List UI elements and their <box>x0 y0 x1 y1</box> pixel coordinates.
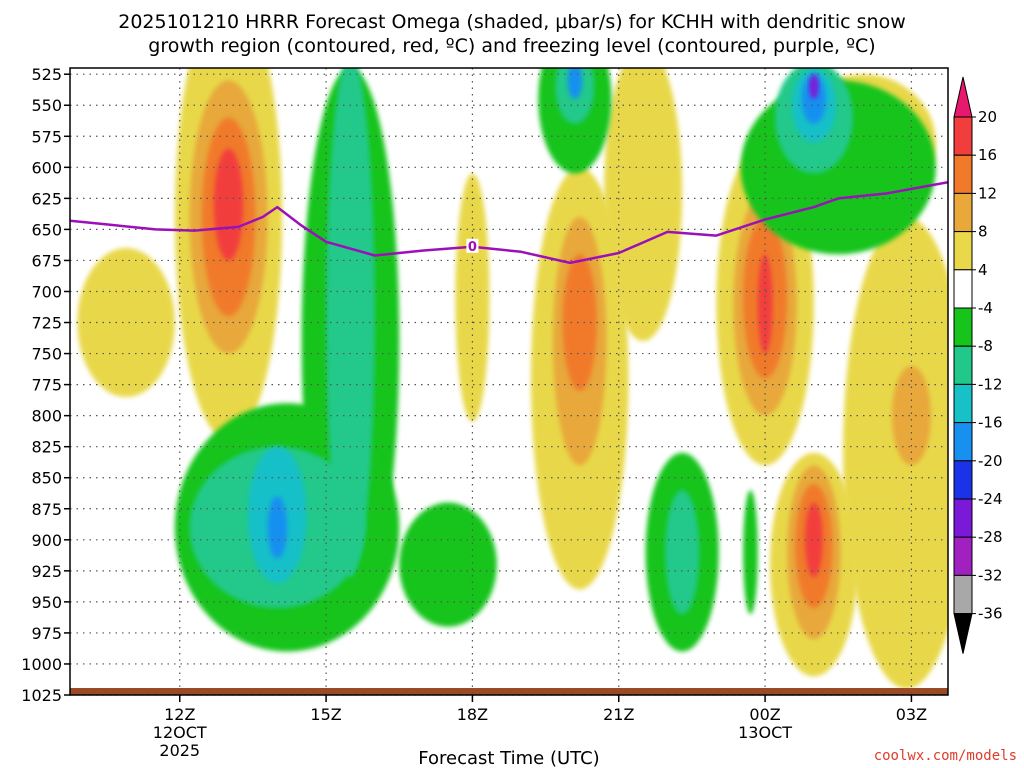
x-tick-label-24: 00Z <box>749 705 780 724</box>
omega-region-27 <box>399 502 497 627</box>
freezing-level-layer: 0 <box>70 180 948 265</box>
y-tick-label-700: 700 <box>31 282 62 301</box>
y-tick-label-825: 825 <box>31 438 62 457</box>
omega-region-15 <box>891 365 931 466</box>
colorbar-segment-5 <box>953 307 973 347</box>
omega-region-26 <box>267 496 288 559</box>
colorbar-segment-2 <box>953 192 973 233</box>
omega-region-19 <box>805 502 823 578</box>
omega-region-8 <box>562 254 597 391</box>
omega-region-38 <box>808 74 819 100</box>
y-tick-label-525: 525 <box>31 65 62 84</box>
colorbar-segment-9 <box>953 460 973 500</box>
colorbar-label-5: -4 <box>978 299 993 317</box>
omega-region-30 <box>567 68 583 100</box>
y-tick-label-550: 550 <box>31 96 62 115</box>
y-tick-label-1000: 1000 <box>21 655 62 674</box>
omega-region-4 <box>213 148 244 261</box>
y-tick-label-775: 775 <box>31 376 62 395</box>
omega-region-9 <box>604 68 683 342</box>
x-tick-label-15: 15Z <box>310 705 341 724</box>
chart-title-line1: 2025101210 HRRR Forecast Omega (shaded, … <box>118 11 906 33</box>
ground-strip <box>70 688 948 695</box>
colorbar-label-0: 20 <box>978 108 997 126</box>
y-tick-label-925: 925 <box>31 562 62 581</box>
y-tick-label-600: 600 <box>31 158 62 177</box>
colorbar-label-9: -20 <box>978 452 1003 470</box>
y-tick-label-850: 850 <box>31 469 62 488</box>
x-tick-label-27: 03Z <box>896 705 927 724</box>
x-axis-title: Forecast Time (UTC) <box>418 748 599 768</box>
colorbar-bottom-arrow <box>953 613 973 654</box>
colorbar-label-8: -16 <box>978 414 1003 432</box>
x-tick-label-21: 21Z <box>603 705 634 724</box>
freezing-level-label: 0 <box>468 240 477 255</box>
y-tick-label-575: 575 <box>31 127 62 146</box>
colorbar-segment-1 <box>953 154 973 194</box>
omega-shading <box>77 68 948 689</box>
colorbar: 20 16 12 8 4 -4 -8 -12 -16 -20 -24 -28 -32 -36 <box>953 76 1003 654</box>
x-tick-year-12: 2025 <box>159 741 200 760</box>
freezing-level-line <box>70 180 948 265</box>
colorbar-label-10: -24 <box>978 490 1003 508</box>
colorbar-segment-0 <box>953 116 973 156</box>
y-tick-label-1025: 1025 <box>21 686 62 705</box>
freezing-label-bg <box>466 238 479 253</box>
colorbar-segment-7 <box>953 383 973 424</box>
omega-region-33 <box>743 490 758 615</box>
y-axis: 525 550 575 600 625 650 675 700 725 750 775 800 825 8… <box>21 65 70 705</box>
colorbar-segment-4 <box>953 269 973 309</box>
colorbar-label-1: 16 <box>978 146 997 164</box>
omega-region-37 <box>801 74 827 124</box>
credit-text: coolwx.com/models <box>874 748 1017 764</box>
colorbar-top-arrow <box>953 76 973 118</box>
y-tick-label-900: 900 <box>31 531 62 550</box>
omega-region-32 <box>665 490 700 615</box>
omega-region-5 <box>455 173 490 422</box>
y-tick-label-625: 625 <box>31 189 62 208</box>
colorbar-segment-6 <box>953 345 973 385</box>
y-tick-label-975: 975 <box>31 624 62 643</box>
x-tick-label-18: 18Z <box>457 705 488 724</box>
colorbar-label-13: -36 <box>978 605 1003 623</box>
y-tick-label-950: 950 <box>31 593 62 612</box>
y-tick-label-675: 675 <box>31 251 62 270</box>
omega-region-1 <box>77 248 175 398</box>
colorbar-label-11: -28 <box>978 528 1003 546</box>
colorbar-segment-8 <box>953 422 973 462</box>
plot-frame <box>69 67 949 696</box>
colorbar-label-7: -12 <box>978 375 1003 393</box>
colorbar-label-2: 12 <box>978 184 997 202</box>
omega-region-13 <box>757 254 773 354</box>
chart-title-line2: growth region (contoured, red, ºC) and f… <box>148 35 875 57</box>
colorbar-segment-11 <box>953 536 973 576</box>
x-tick-date-24: 13OCT <box>738 723 792 742</box>
colorbar-label-3: 8 <box>978 223 988 241</box>
colorbar-label-4: 4 <box>978 261 988 279</box>
y-tick-label-650: 650 <box>31 220 62 239</box>
y-tick-label-875: 875 <box>31 500 62 519</box>
y-tick-label-750: 750 <box>31 345 62 364</box>
colorbar-label-6: -8 <box>978 337 993 355</box>
x-tick-label-12: 12Z <box>164 705 195 724</box>
grid-lines <box>70 68 948 696</box>
x-tick-date-12: 12OCT <box>153 723 207 742</box>
colorbar-segment-12 <box>953 574 973 615</box>
colorbar-segment-10 <box>953 498 973 538</box>
y-tick-label-800: 800 <box>31 407 62 426</box>
colorbar-label-12: -32 <box>978 566 1003 584</box>
colorbar-segment-3 <box>953 231 973 271</box>
y-tick-label-725: 725 <box>31 314 62 333</box>
